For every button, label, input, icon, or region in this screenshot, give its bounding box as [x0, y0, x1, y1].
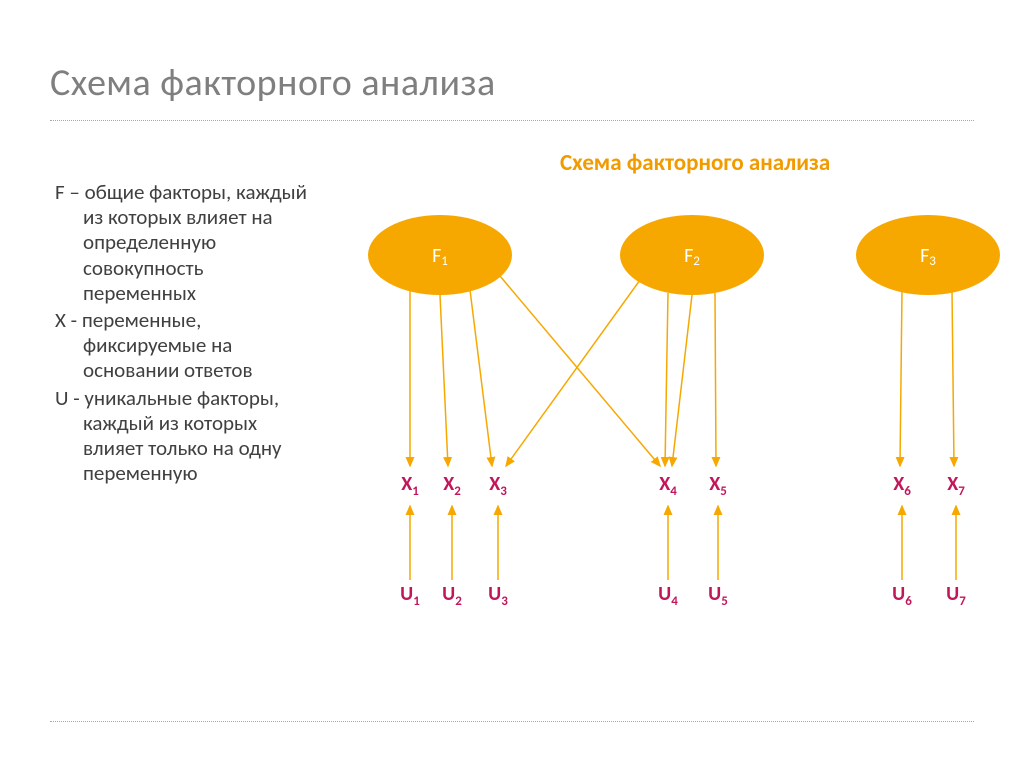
x-node-label-1: X1 [401, 472, 419, 499]
factor-arrow-5 [665, 293, 668, 466]
factor-arrow-3 [500, 276, 660, 466]
x-node-label-3: X3 [489, 472, 507, 499]
slide: Схема факторного анализа F – общие факто… [0, 0, 1024, 767]
u-node-label-4: U4 [658, 582, 678, 609]
u-node-label-6: U6 [892, 582, 912, 609]
x-node-label-4: X4 [659, 472, 677, 499]
factor-arrow-2 [470, 290, 492, 466]
factor-arrow-1 [440, 295, 448, 466]
factor-arrow-9 [952, 290, 954, 466]
factor-diagram: F1F2F3X1X2X3X4X5X6X7U1U2U3U4U5U6U7 [0, 0, 1024, 767]
factor-arrow-6 [672, 295, 692, 466]
x-node-label-2: X2 [443, 472, 461, 499]
x-node-label-5: X5 [709, 472, 727, 499]
factor-arrow-7 [715, 293, 716, 466]
u-node-label-2: U2 [442, 582, 462, 609]
x-node-label-7: X7 [947, 472, 965, 499]
u-node-label-5: U5 [708, 582, 728, 609]
factor-arrow-8 [900, 290, 902, 466]
u-node-label-3: U3 [488, 582, 508, 609]
u-node-label-1: U1 [400, 582, 420, 609]
u-node-label-7: U7 [946, 582, 966, 609]
bottom-divider [50, 721, 974, 722]
x-node-label-6: X6 [893, 472, 911, 499]
